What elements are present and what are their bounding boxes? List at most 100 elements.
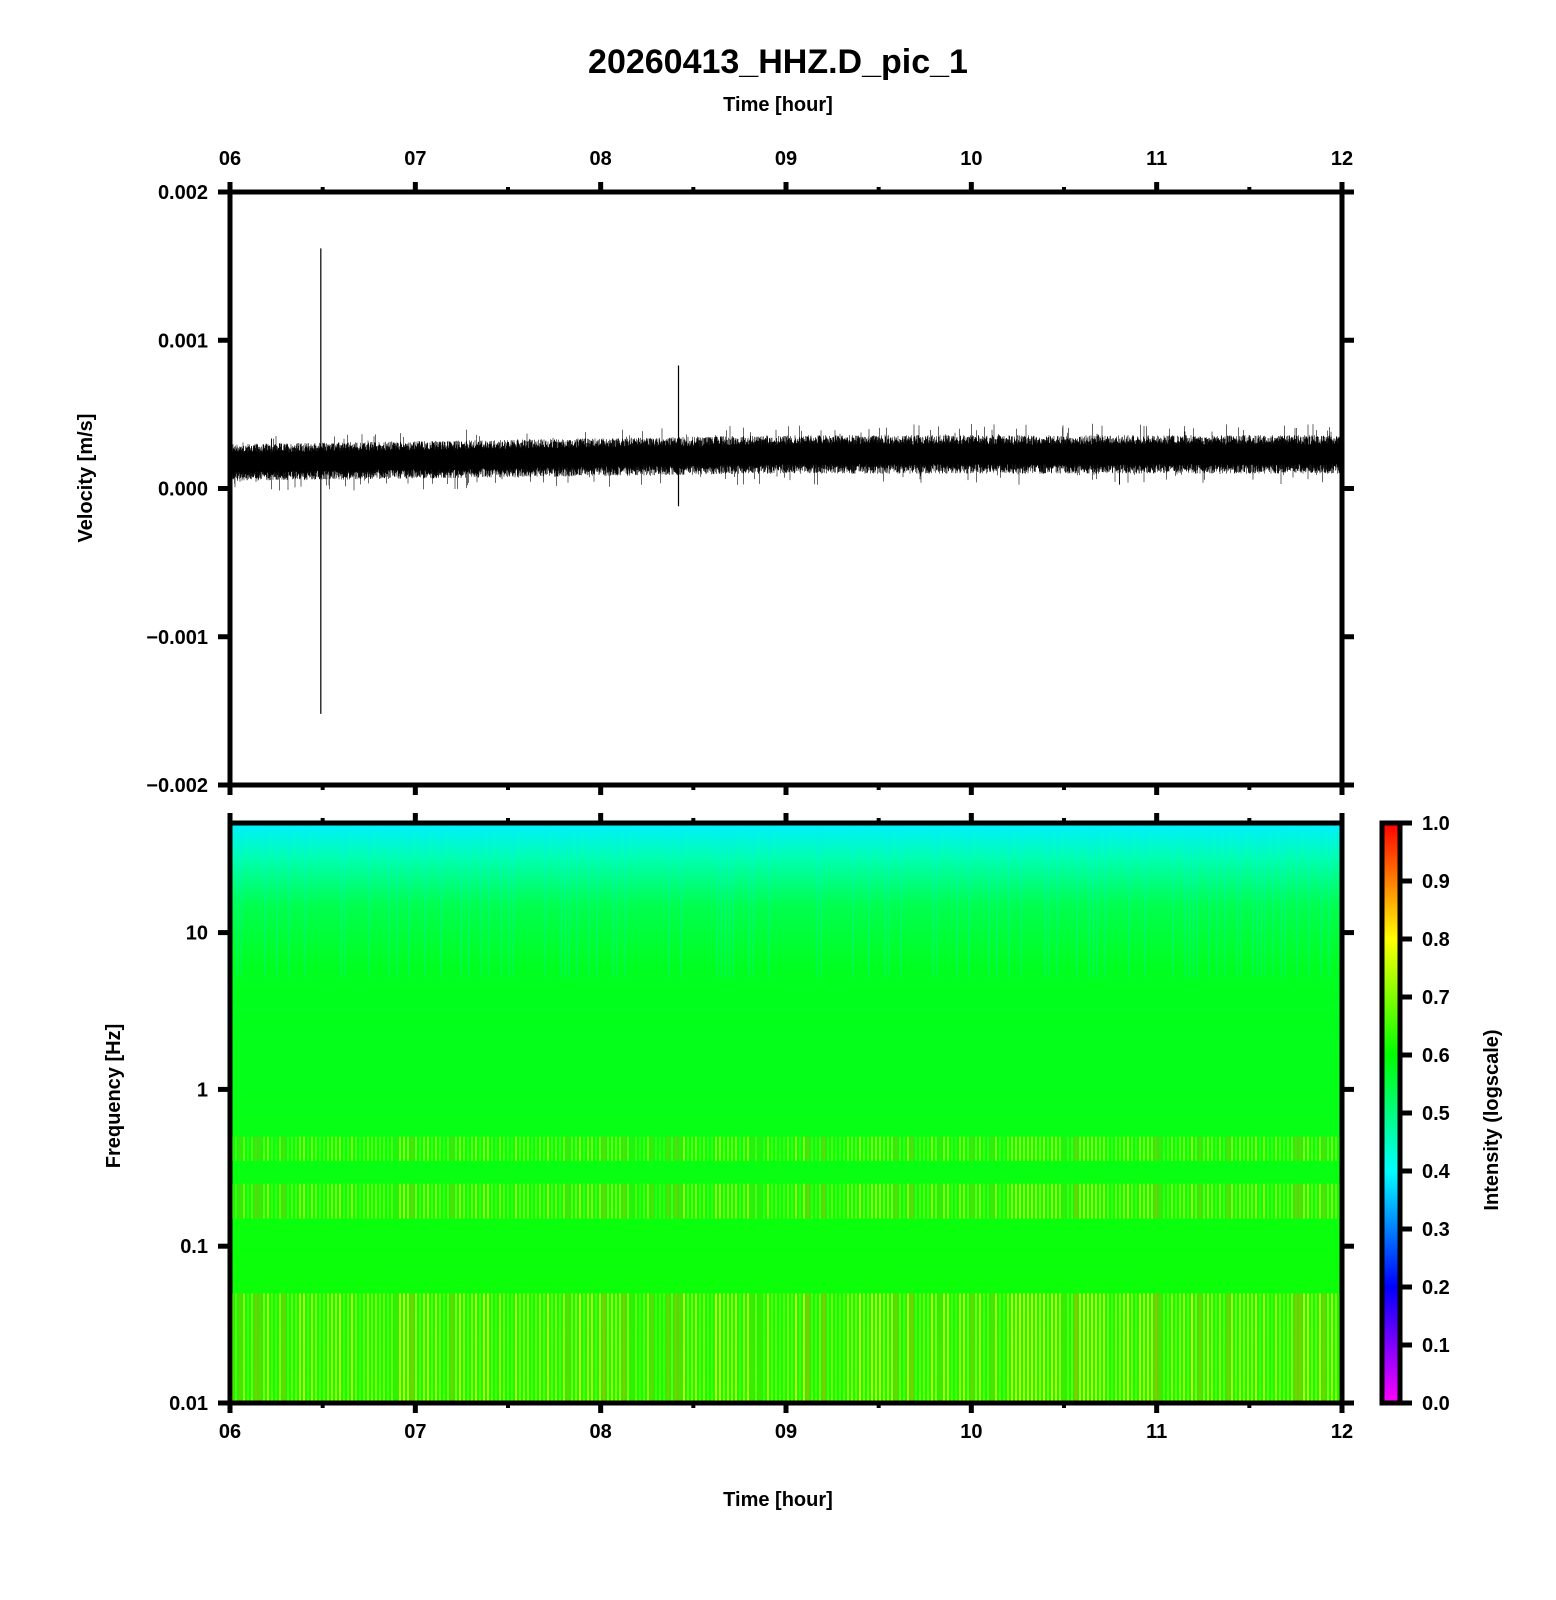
spectrogram-column-band	[551, 1183, 553, 1219]
spectrogram-column-band	[727, 1183, 729, 1219]
spectrogram-column-band	[1129, 827, 1130, 977]
spectrogram-column-band	[1303, 1293, 1305, 1403]
spectrogram-column-band	[371, 1136, 373, 1161]
spectrogram-column-band	[935, 1183, 937, 1219]
spectrogram-column-band	[1011, 1136, 1013, 1161]
spectrogram-column-band	[1151, 1136, 1153, 1161]
spectrogram-column-band	[883, 1293, 885, 1403]
spectrogram-column-band	[811, 1136, 813, 1161]
spectrogram-column-band	[567, 1293, 569, 1403]
spectrogram-column-band	[251, 1183, 253, 1219]
spectrogram-column-band	[407, 1136, 409, 1161]
spectrogram-column-band	[1027, 1136, 1029, 1161]
spectrogram-column-band	[835, 1183, 837, 1219]
spectrogram-column-band	[1151, 1293, 1153, 1403]
spectrogram-column-band	[1255, 1183, 1257, 1219]
spectrogram-column-band	[855, 1293, 857, 1403]
spectrogram-column-band	[1045, 827, 1046, 977]
spectrogram-column-band	[619, 1183, 621, 1219]
spectrogram-column-band	[711, 1136, 713, 1161]
spectrogram-column-band	[695, 1136, 697, 1161]
spectrogram-column-band	[643, 1183, 645, 1219]
spectrogram-column-band	[707, 1136, 709, 1161]
spectrogram-column-band	[403, 1136, 405, 1161]
chart-title: 20260413_HHZ.D_pic_1	[588, 43, 968, 81]
spectrogram-column-band	[759, 1183, 761, 1219]
spectrogram-column-band	[627, 1136, 629, 1161]
waveform-y-tick-label: 0.001	[158, 330, 208, 352]
colorbar-tick-label: 1.0	[1422, 813, 1450, 835]
spectrogram-column-band	[631, 1183, 633, 1219]
spectrogram-column-band	[347, 1183, 349, 1219]
spectrogram-column-band	[563, 1293, 565, 1403]
spectrogram-column-band	[331, 1293, 333, 1403]
spectrogram-column-band	[675, 1183, 677, 1219]
spectrogram-column-band	[955, 1293, 957, 1403]
spectrogram-column-band	[1051, 1183, 1053, 1219]
spectrogram-column-band	[347, 1136, 349, 1161]
spectrogram-column-band	[565, 827, 566, 977]
spectrogram-column-band	[259, 1293, 261, 1403]
spectrogram-column-band	[667, 1293, 669, 1403]
spectrogram-column-band	[879, 1136, 881, 1161]
spectrogram-column-band	[1071, 1183, 1073, 1219]
spectrogram-column-band	[911, 1293, 913, 1403]
spectrogram-column-band	[967, 1136, 969, 1161]
spectrogram-column-band	[359, 1293, 361, 1403]
spectrogram-column-band	[1227, 1136, 1229, 1161]
spectrogram-column-band	[947, 1183, 949, 1219]
spectrogram-column-band	[647, 1136, 649, 1161]
spectrogram-column-band	[1175, 1136, 1177, 1161]
spectrogram-column-band	[459, 1293, 461, 1403]
spectrogram-column-band	[1119, 1136, 1121, 1161]
spectrogram-column-band	[683, 1183, 685, 1219]
spectrogram-column-band	[371, 1293, 373, 1403]
spectrogram-column-band	[819, 1136, 821, 1161]
colorbar-tick-label: 0.3	[1422, 1219, 1450, 1241]
spectrogram-column-band	[1111, 1136, 1113, 1161]
colorbar	[1379, 820, 1403, 1406]
spectrogram-column-band	[341, 827, 342, 977]
spectrogram-column-band	[511, 1183, 513, 1219]
spectrogram-column-band	[305, 827, 306, 977]
spectrogram-column-band	[1241, 827, 1242, 977]
spectrogram-column-band	[1287, 1183, 1289, 1219]
spectrogram-column-band	[1139, 1136, 1141, 1161]
spectrogram-column-band	[855, 1183, 857, 1219]
spectrogram-column-band	[415, 1293, 417, 1403]
spectrogram-column-band	[625, 827, 626, 977]
spectrogram-column-band	[271, 1183, 273, 1219]
spectrogram-column-band	[1103, 1293, 1105, 1403]
spectrogram-column-band	[1145, 827, 1146, 977]
spectrogram-column-band	[387, 1293, 389, 1403]
spectrogram-column-band	[1027, 1183, 1029, 1219]
top-x-tick-label: 07	[404, 148, 426, 170]
spectrogram-column-band	[1231, 1183, 1233, 1219]
spectrogram-column-band	[651, 1183, 653, 1219]
spectrogram-column-band	[307, 1293, 309, 1403]
spectrogram-column-band	[479, 1183, 481, 1219]
spectrogram-column-band	[1015, 1136, 1017, 1161]
spectrogram-column-band	[867, 1183, 869, 1219]
bottom-x-tick-label: 08	[590, 1421, 612, 1443]
spectrogram-column-band	[955, 1183, 957, 1219]
spectrogram-column-band	[983, 1293, 985, 1403]
spectrogram-column-band	[1079, 1183, 1081, 1219]
spectrogram-column-band	[871, 1293, 873, 1403]
spectrogram-column-band	[527, 1293, 529, 1403]
colorbar-tick-label: 0.7	[1422, 987, 1450, 1009]
spectrogram-column-band	[1023, 1136, 1025, 1161]
spectrogram-column-band	[327, 1136, 329, 1161]
spectrogram-column-band	[1047, 1136, 1049, 1161]
spectrogram-column-band	[279, 1293, 281, 1403]
spectrogram-column-band	[575, 1183, 577, 1219]
spectrogram-column-band	[471, 1136, 473, 1161]
colorbar-tick-label: 0.8	[1422, 929, 1450, 951]
spectrogram-column-band	[811, 1293, 813, 1403]
spectrogram-column-band	[1279, 1136, 1281, 1161]
spectrogram-column-band	[759, 1136, 761, 1161]
spectrogram-column-band	[835, 1293, 837, 1403]
spectrogram-column-band	[439, 1136, 441, 1161]
spectrogram-column-band	[1071, 1293, 1073, 1403]
spectrogram-column-band	[939, 1136, 941, 1161]
